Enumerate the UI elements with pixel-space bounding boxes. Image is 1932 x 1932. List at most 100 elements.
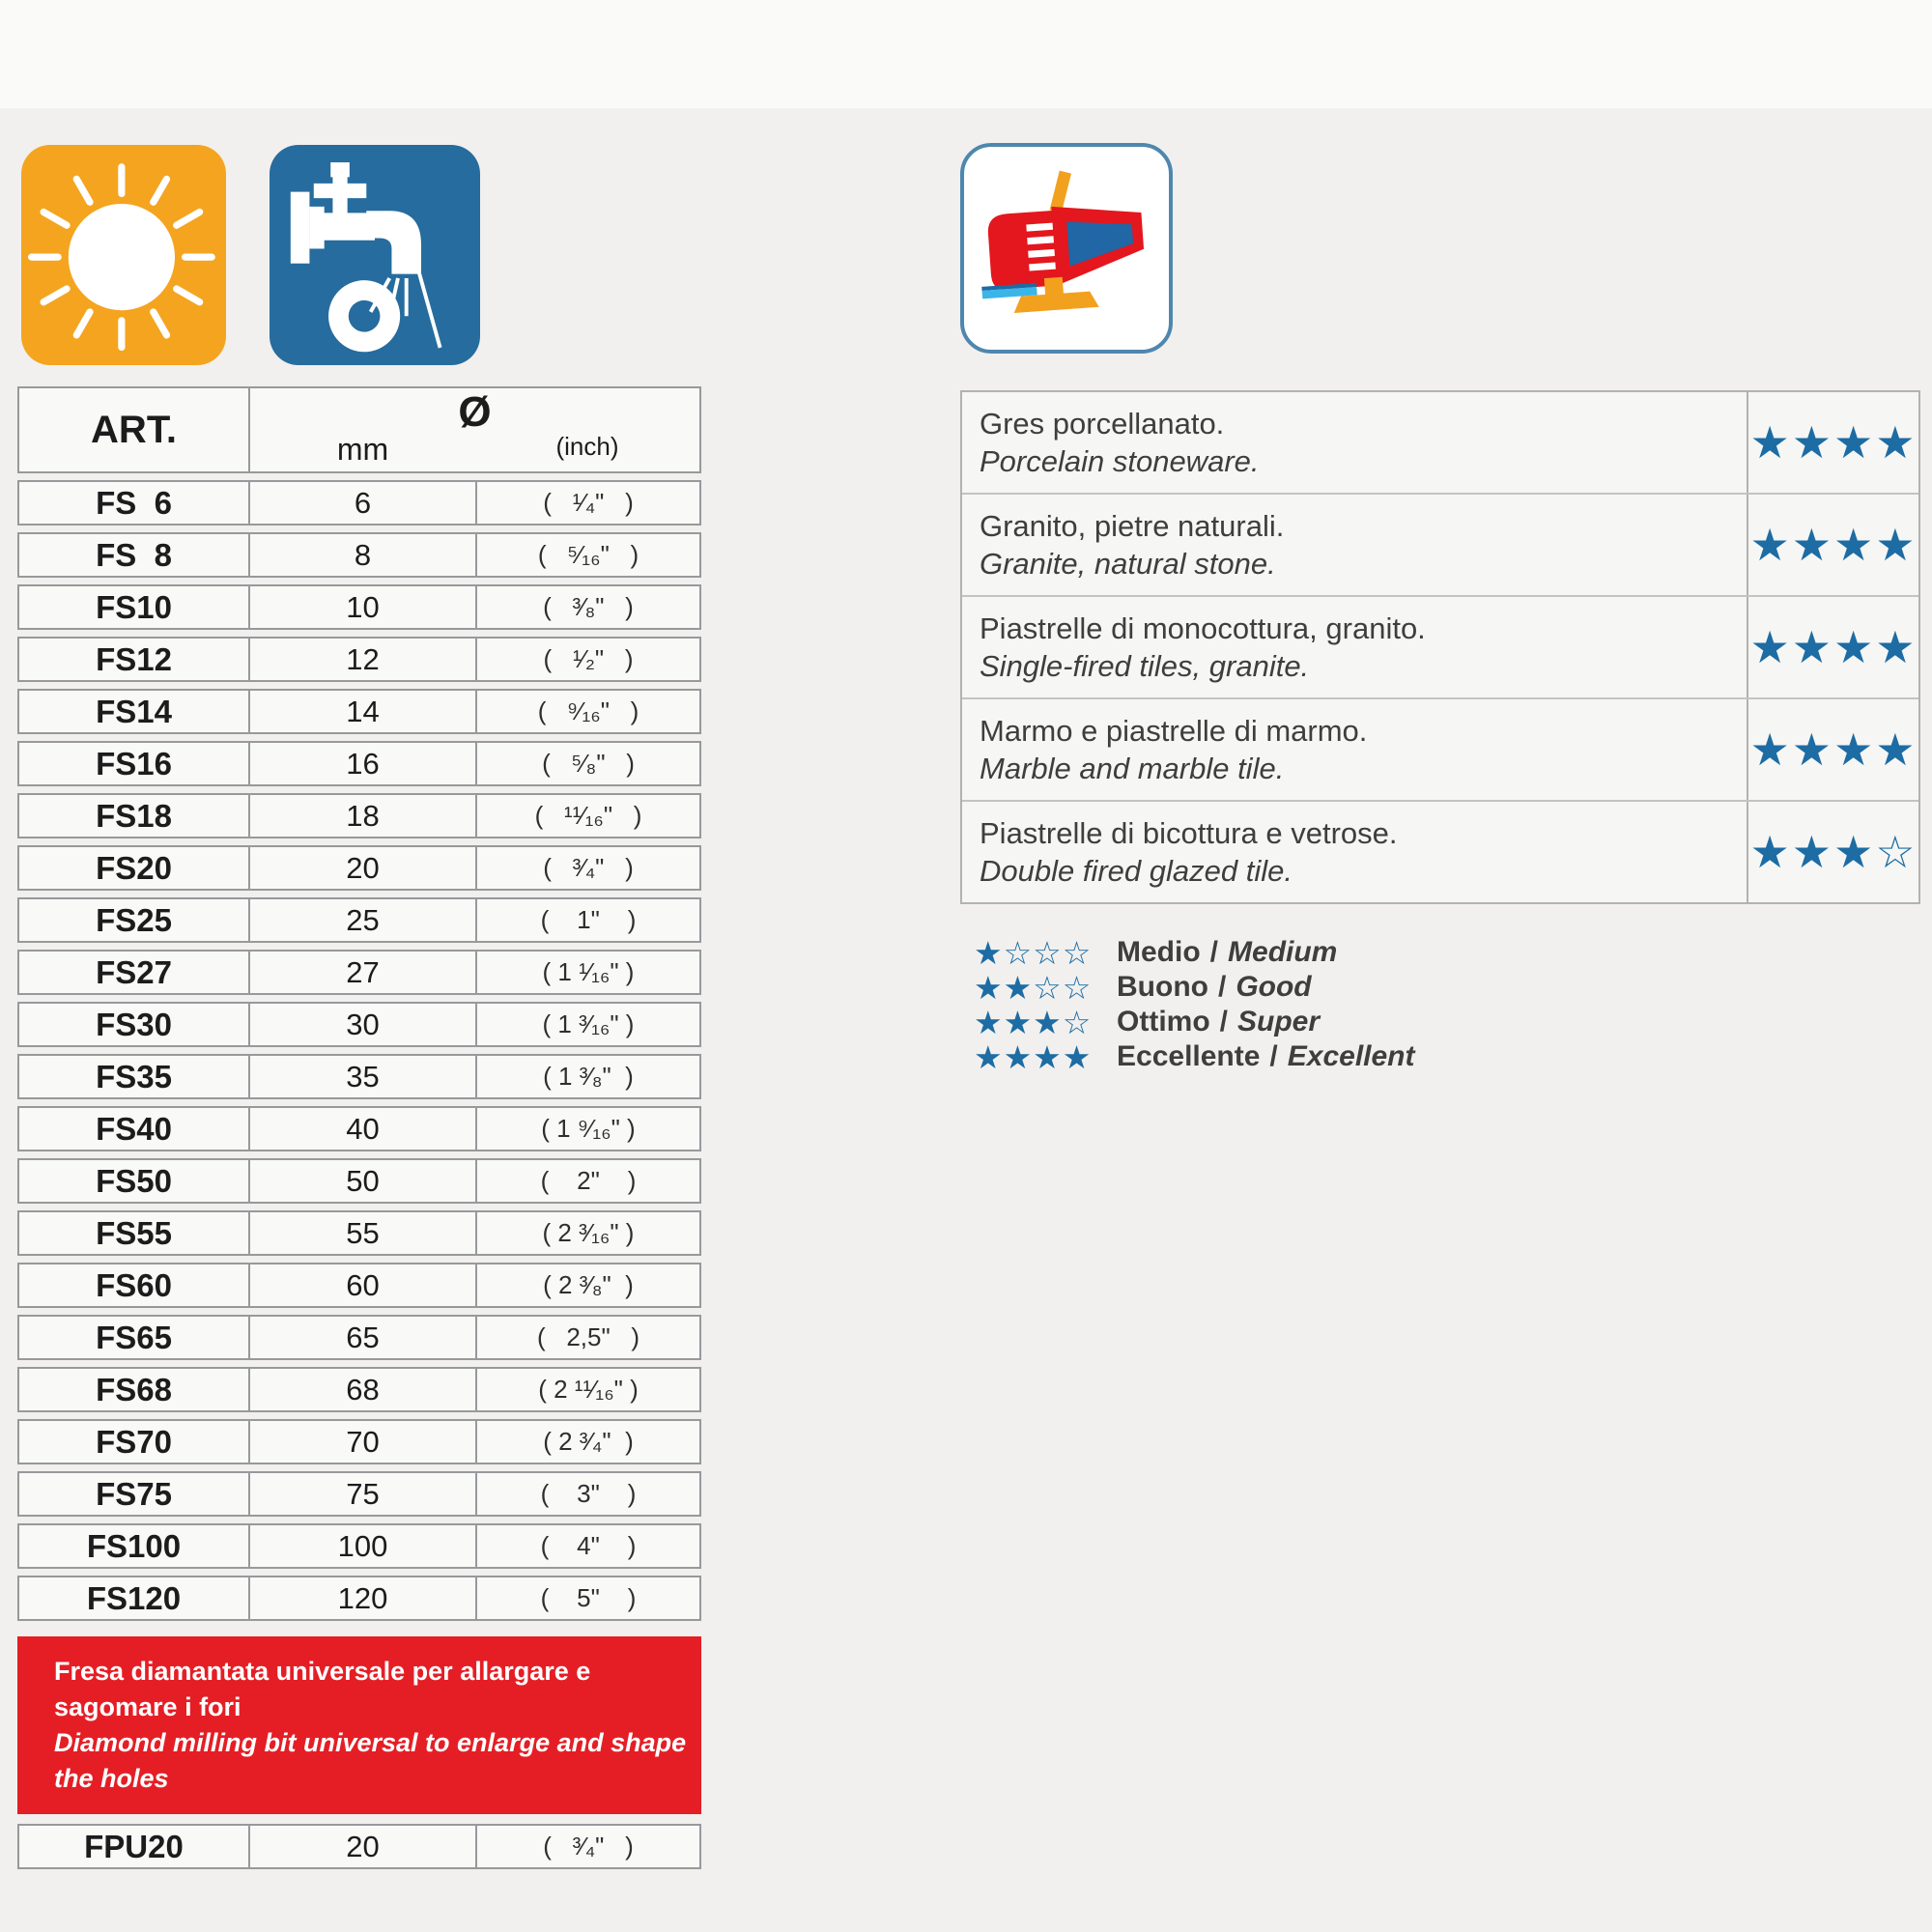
legend-item-super: ★★★☆ Ottimo / Super <box>974 1005 1415 1040</box>
rating-row-porcelain: Gres porcellanato. Porcelain stoneware. … <box>962 392 1918 493</box>
mm-value: 20 <box>248 1826 475 1867</box>
size-row-fs30: FS30 30( 1 ³⁄₁₆" ) <box>17 1002 701 1047</box>
star-rating: ★★★★ <box>1747 597 1918 697</box>
inch-value: ( 1 ³⁄₁₆" ) <box>475 1004 699 1045</box>
size-row-fs10: FS10 10( ³⁄₈" ) <box>17 584 701 630</box>
art-code: FS30 <box>96 1006 172 1042</box>
inch-value: ( ⁵⁄₁₆" ) <box>475 534 699 576</box>
size-row-fs20: FS20 20( ³⁄₄" ) <box>17 845 701 891</box>
inch-value: ( 2" ) <box>475 1160 699 1202</box>
art-code: FS68 <box>96 1371 172 1407</box>
art-code: FS27 <box>96 953 172 990</box>
art-code: FS25 <box>96 901 172 938</box>
legend-stars: ★★☆☆ <box>974 969 1093 1006</box>
mm-value: 20 <box>248 847 475 889</box>
sun-dry-use-icon <box>21 145 226 365</box>
size-row-fs27: FS27 27( 1 ¹⁄₁₆" ) <box>17 950 701 995</box>
art-code: FS16 <box>96 745 172 781</box>
size-row-fs25: FS25 25( 1" ) <box>17 897 701 943</box>
mm-value: 50 <box>248 1160 475 1202</box>
size-row-fs70: FS70 70( 2 ³⁄₄" ) <box>17 1419 701 1464</box>
material-name-english: Double fired glazed tile. <box>980 854 1293 888</box>
mm-value: 6 <box>248 482 475 524</box>
col-header-inch: (inch) <box>555 432 619 461</box>
art-code: FS20 <box>96 849 172 886</box>
material-name-italian: Gres porcellanato. <box>980 407 1225 440</box>
size-row-fs55: FS55 55( 2 ³⁄₁₆" ) <box>17 1210 701 1256</box>
size-row-fs75: FS75 75( 3" ) <box>17 1471 701 1517</box>
col-header-mm: mm <box>336 432 389 467</box>
mm-value: 65 <box>248 1317 475 1358</box>
size-row-fs6: FS 6 6( ¹⁄₄" ) <box>17 480 701 526</box>
legend-item-good: ★★☆☆ Buono / Good <box>974 969 1415 1006</box>
star-rating: ★★★★ <box>1747 699 1918 800</box>
art-code: FS18 <box>96 797 172 834</box>
mm-value: 60 <box>248 1264 475 1306</box>
legend-label-italian: Eccellente <box>1117 1040 1261 1072</box>
size-row-fs120: FS120 120( 5" ) <box>17 1576 701 1621</box>
sun-icon <box>27 163 215 352</box>
inch-value: ( 5" ) <box>475 1577 699 1619</box>
legend-label-english: Good <box>1236 971 1312 1003</box>
material-name-italian: Marmo e piastrelle di marmo. <box>980 714 1368 748</box>
legend-label-italian: Medio <box>1117 936 1201 968</box>
mm-value: 14 <box>248 691 475 732</box>
material-name-italian: Granito, pietre naturali. <box>980 509 1285 543</box>
inch-value: ( 1" ) <box>475 899 699 941</box>
mm-value: 27 <box>248 952 475 993</box>
art-code: FS120 <box>86 1579 182 1616</box>
material-ratings-table: Gres porcellanato. Porcelain stoneware. … <box>960 390 1920 904</box>
material-name-english: Granite, natural stone. <box>980 547 1276 581</box>
grinder-icon <box>981 170 1145 313</box>
size-row-fs8: FS 8 8( ⁵⁄₁₆" ) <box>17 532 701 578</box>
legend-label-italian: Buono <box>1117 971 1208 1003</box>
legend-label-english: Excellent <box>1287 1040 1415 1072</box>
art-code: FS 6 <box>96 484 172 521</box>
legend-item-medium: ★☆☆☆ Medio / Medium <box>974 935 1415 971</box>
inch-value: ( 2 ³⁄₁₆" ) <box>475 1212 699 1254</box>
size-table-header: ART. Ø mm (inch) <box>17 386 701 473</box>
art-code: FS12 <box>96 640 172 677</box>
inch-value: ( 2 ¹¹⁄₁₆" ) <box>475 1369 699 1410</box>
material-name-english: Porcelain stoneware. <box>980 444 1260 478</box>
inch-value: ( ¹⁄₄" ) <box>475 482 699 524</box>
inch-value: ( 2 ³⁄₈" ) <box>475 1264 699 1306</box>
col-header-art: ART. <box>91 408 177 451</box>
inch-value: ( 2,5" ) <box>475 1317 699 1358</box>
inch-value: ( ⁹⁄₁₆" ) <box>475 691 699 732</box>
legend-label-italian: Ottimo <box>1117 1006 1210 1037</box>
size-row-fs68: FS68 68( 2 ¹¹⁄₁₆" ) <box>17 1367 701 1412</box>
legend-separator: / <box>1219 1006 1228 1037</box>
size-row-fs65: FS65 65( 2,5" ) <box>17 1315 701 1360</box>
size-row-fs35: FS35 35( 1 ³⁄₈" ) <box>17 1054 701 1099</box>
inch-value: ( ³⁄₄" ) <box>475 847 699 889</box>
mm-value: 100 <box>248 1525 475 1567</box>
col-header-diameter-group: Ø mm (inch) <box>248 388 699 471</box>
material-name-italian: Piastrelle di monocottura, granito. <box>980 611 1426 645</box>
legend-stars: ★★★★ <box>974 1038 1093 1075</box>
mm-value: 68 <box>248 1369 475 1410</box>
inch-value: ( ¹¹⁄₁₆" ) <box>475 795 699 837</box>
legend-label-english: Super <box>1237 1006 1321 1037</box>
star-rating: ★★★☆ <box>1747 802 1918 902</box>
inch-value: ( ³⁄₄" ) <box>475 1826 699 1867</box>
mm-value: 10 <box>248 586 475 628</box>
banner-line-italian: Fresa diamantata universale per allargar… <box>54 1657 591 1721</box>
material-name-english: Marble and marble tile. <box>980 752 1285 785</box>
size-row-fpu20: FPU20 20 ( ³⁄₄" ) <box>17 1824 701 1869</box>
size-row-fs16: FS16 16( ⁵⁄₈" ) <box>17 741 701 786</box>
size-row-fs100: FS100 100( 4" ) <box>17 1523 701 1569</box>
legend-separator: / <box>1217 971 1227 1003</box>
size-table: ART. Ø mm (inch) FS 6 6( ¹⁄₄" ) FS 8 8( ⁵⁄… <box>17 386 701 1869</box>
mm-value: 70 <box>248 1421 475 1463</box>
size-row-fs40: FS40 40( 1 ⁹⁄₁₆" ) <box>17 1106 701 1151</box>
diameter-symbol: Ø <box>458 388 492 436</box>
size-row-fs60: FS60 60( 2 ³⁄₈" ) <box>17 1263 701 1308</box>
inch-value: ( 1 ³⁄₈" ) <box>475 1056 699 1097</box>
star-rating: ★★★★ <box>1747 495 1918 595</box>
art-code: FS50 <box>96 1162 172 1199</box>
inch-value: ( ¹⁄₂" ) <box>475 639 699 680</box>
art-code: FS14 <box>96 693 172 729</box>
inch-value: ( 4" ) <box>475 1525 699 1567</box>
